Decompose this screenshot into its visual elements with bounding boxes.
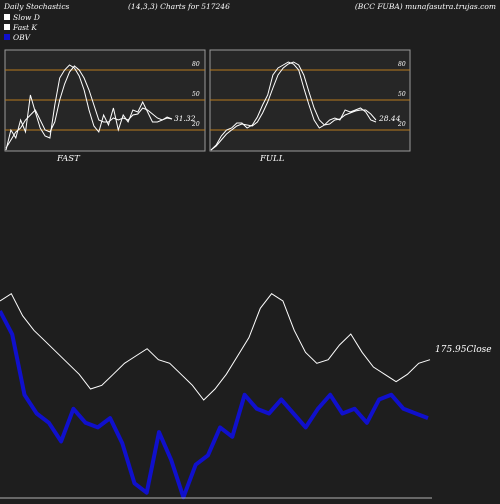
full-slow-d-line xyxy=(210,61,377,151)
fast-level-label-80: 80 xyxy=(192,61,200,68)
legend-swatch-slow-d xyxy=(4,14,10,20)
full-value-label: 28.44 xyxy=(378,114,401,123)
header-middle: (14,3,3) Charts for 517246 xyxy=(128,2,230,11)
full-level-label-80: 80 xyxy=(398,61,406,68)
header-right: (BCC FUBA) munafasutra.trujas.com xyxy=(355,2,496,11)
fast-value-label: 31.32 xyxy=(174,114,196,123)
legend-label-obv: OBV xyxy=(13,33,32,42)
legend-label-fast-k: Fast K xyxy=(12,23,37,32)
full-level-label-50: 50 xyxy=(398,91,406,98)
legend-swatch-fast-k xyxy=(4,24,10,30)
fast-slow-d-line xyxy=(5,65,173,149)
header-left: Daily Stochastics xyxy=(3,2,70,11)
fast-level-label-20: 20 xyxy=(191,121,200,128)
fast-caption: FAST xyxy=(56,154,81,164)
legend-swatch-obv xyxy=(4,34,10,40)
fast-fast-k-line xyxy=(5,64,173,151)
close-price-line xyxy=(0,292,431,401)
full-caption: FULL xyxy=(259,154,285,164)
obv-line xyxy=(0,310,429,500)
full-level-label-20: 20 xyxy=(397,121,406,128)
legend-label-slow-d: Slow D xyxy=(13,13,40,22)
fast-level-label-50: 50 xyxy=(192,91,200,98)
close-label: 175.95Close xyxy=(435,345,492,355)
full-fast-k-line xyxy=(210,61,377,151)
